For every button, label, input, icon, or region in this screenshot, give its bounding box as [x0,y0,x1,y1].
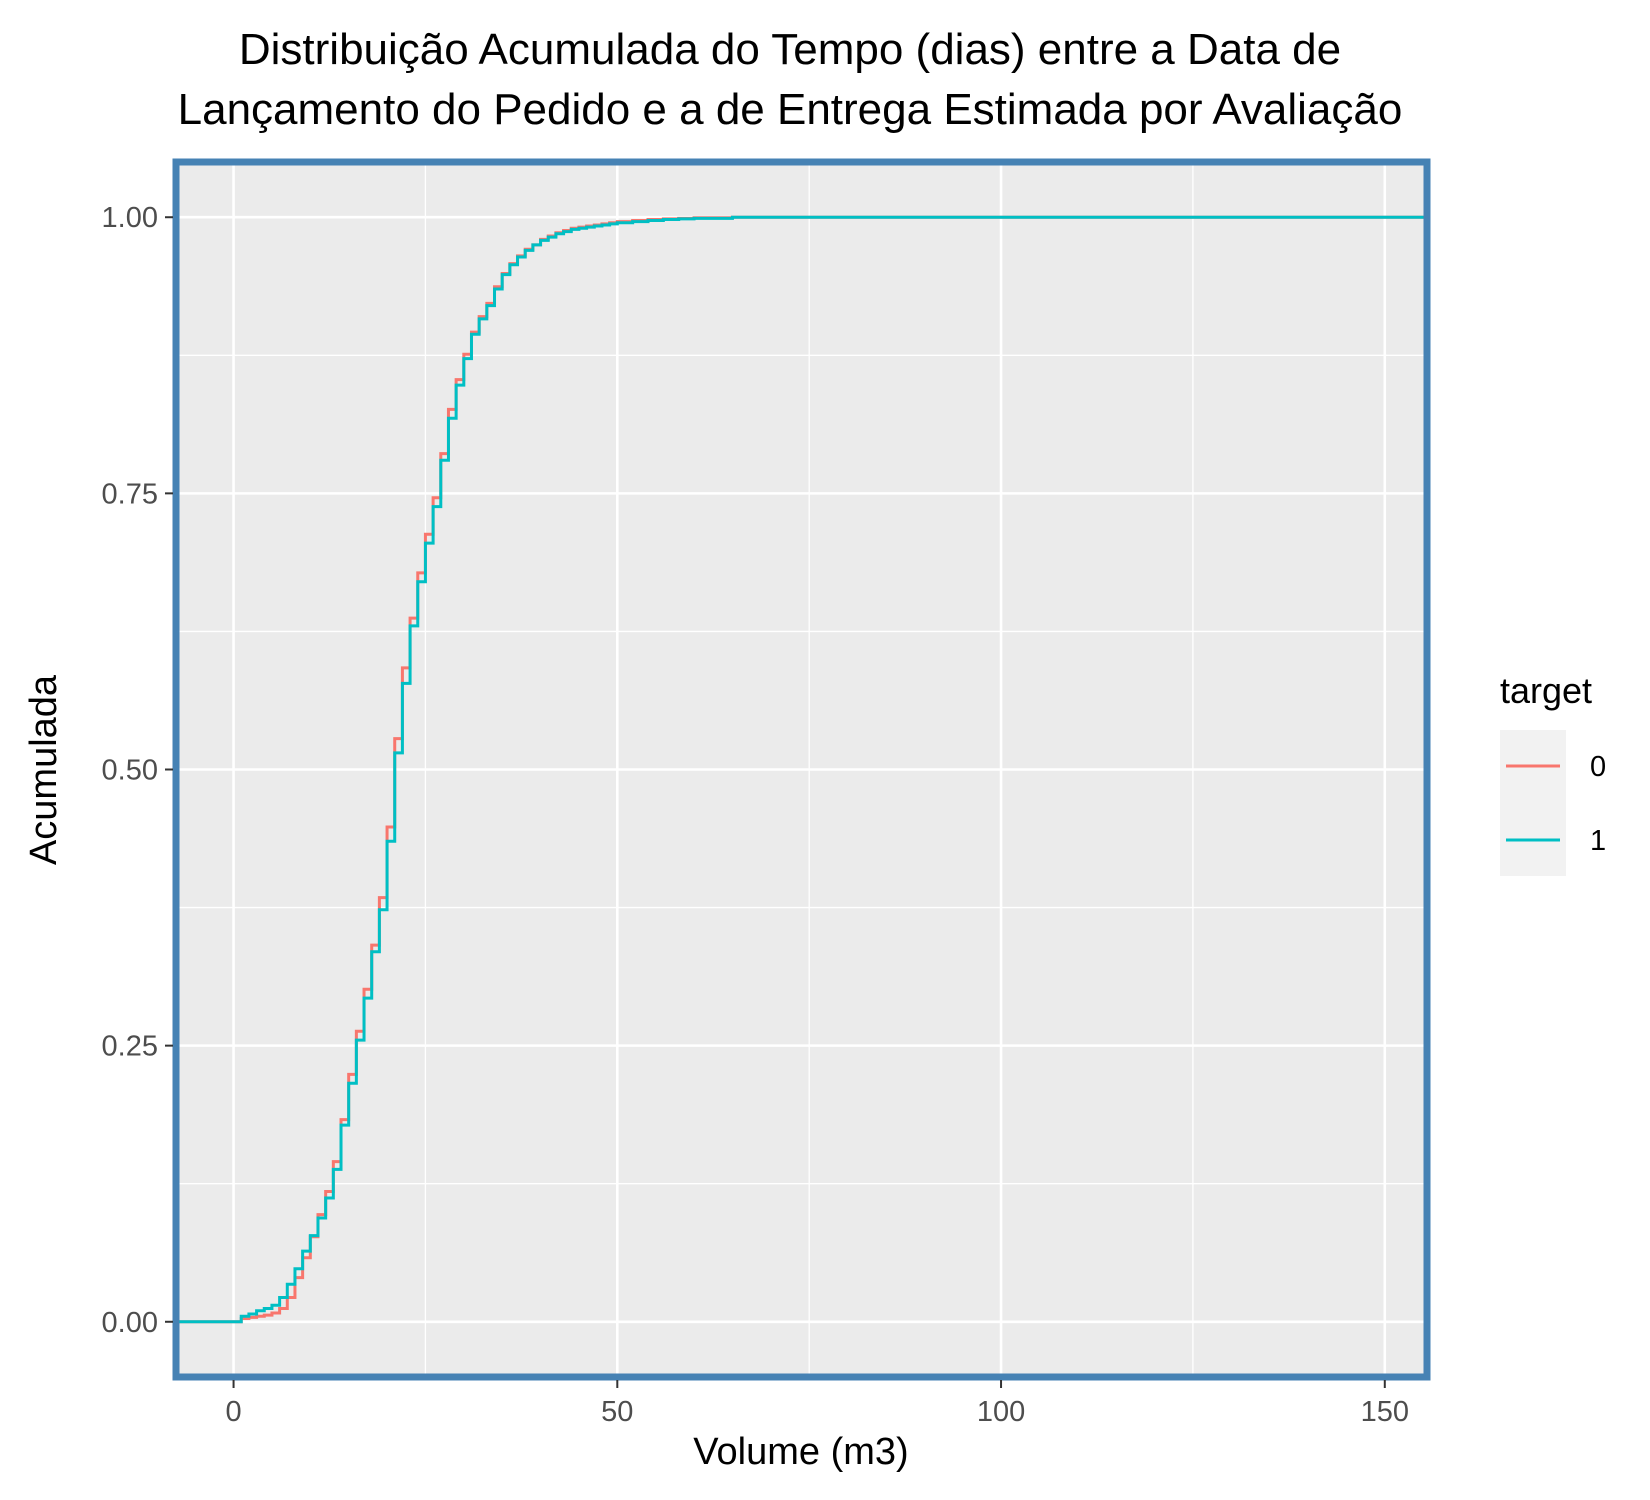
y-tick-label: 0.00 [102,1307,158,1339]
legend-label-1: 1 [1590,825,1606,857]
chart-title-line-1: Distribuição Acumulada do Tempo (dias) e… [239,25,1341,74]
series-lines [176,215,1427,1324]
series-line-1 [176,215,1427,1324]
x-axis-title: Volume (m3) [693,1431,908,1473]
x-tick-label: 50 [601,1396,633,1428]
legend-title: target [1500,670,1592,711]
major-gridlines [176,162,1427,1377]
y-tick-label: 0.50 [102,755,158,787]
y-tick-label: 1.00 [102,202,158,234]
chart-title-line-2: Lançamento do Pedido e a de Entrega Esti… [178,85,1403,134]
y-axis: 0.00 0.25 0.50 0.75 1.00 [102,202,173,1339]
x-tick-label: 150 [1361,1396,1409,1428]
legend-label-0: 0 [1590,751,1606,783]
y-tick-label: 0.25 [102,1031,158,1063]
x-axis: 0 50 100 150 [225,1380,1409,1428]
y-tick-label: 0.75 [102,478,158,510]
legend: target 0 1 [1500,670,1606,876]
x-tick-label: 100 [977,1396,1025,1428]
legend-key-background [1500,730,1566,876]
y-axis-title: Acumulada [23,674,65,865]
x-tick-label: 0 [225,1396,241,1428]
panel-border [172,158,1431,1381]
